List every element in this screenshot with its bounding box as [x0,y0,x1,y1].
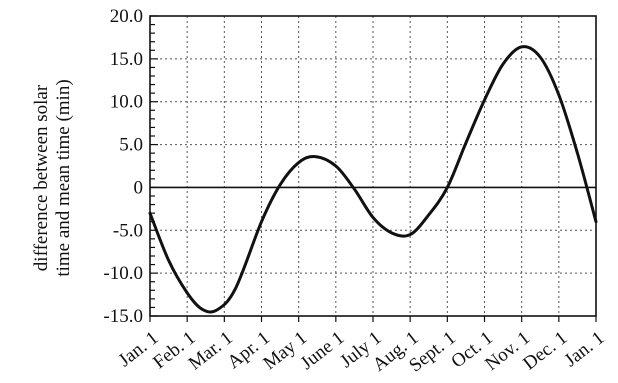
y-tick-label: -15.0 [103,306,143,327]
y-tick-label: -5.0 [113,220,143,241]
y-axis-title: difference between solar time and mean t… [31,79,74,276]
x-tick-label: June 1 [297,327,349,374]
y-tick-label: -10.0 [103,263,143,284]
x-tick-label: Jan. 1 [561,327,609,371]
y-tick-label: 20.0 [110,6,143,27]
y-axis-title-line-2: time and mean time (min) [53,79,74,276]
y-tick-label: 10.0 [110,92,143,113]
y-axis-title-line-1: difference between solar [31,84,52,271]
plot-frame [149,15,597,317]
y-tick-label: 0 [134,177,144,198]
x-tick-label: Mar. 1 [185,327,237,374]
grid-lines [150,16,596,316]
y-tick-label: 5.0 [119,135,143,156]
series-line [148,45,598,314]
x-tick-label: Dec. 1 [519,327,571,374]
y-tick-label: 15.0 [110,49,143,70]
y-tick-labels: 20.0 15.0 10.0 5.0 0 -5.0 -10.0 -15.0 [103,6,143,327]
